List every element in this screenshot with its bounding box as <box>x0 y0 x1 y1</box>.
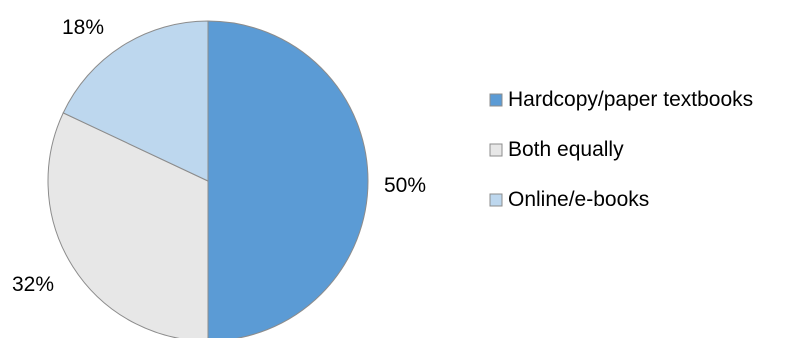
legend-swatch-online <box>489 193 503 207</box>
legend-swatch-both-equally <box>489 143 503 157</box>
pie-slice-online <box>62 20 209 182</box>
legend-item-online: Online/e-books <box>489 188 649 211</box>
pie-slices <box>47 20 369 338</box>
chart-legend: Hardcopy/paper textbooks Both equally Onli… <box>489 88 753 211</box>
legend-label-online: Online/e-books <box>508 188 649 211</box>
legend-label-hardcopy: Hardcopy/paper textbooks <box>508 88 753 111</box>
legend-swatch-hardcopy <box>489 93 503 107</box>
pie-slice-both-equally <box>47 112 209 338</box>
legend-item-hardcopy: Hardcopy/paper textbooks <box>489 88 753 111</box>
pie-slice-labels: 50% 32% 18% <box>12 16 426 296</box>
legend-item-both-equally: Both equally <box>489 138 624 161</box>
pie-slice-hardcopy <box>207 20 369 338</box>
slice-label-online: 18% <box>62 16 104 39</box>
slice-label-hardcopy: 50% <box>384 174 426 197</box>
slice-label-both-equally: 32% <box>12 273 54 296</box>
legend-label-both-equally: Both equally <box>508 138 624 161</box>
